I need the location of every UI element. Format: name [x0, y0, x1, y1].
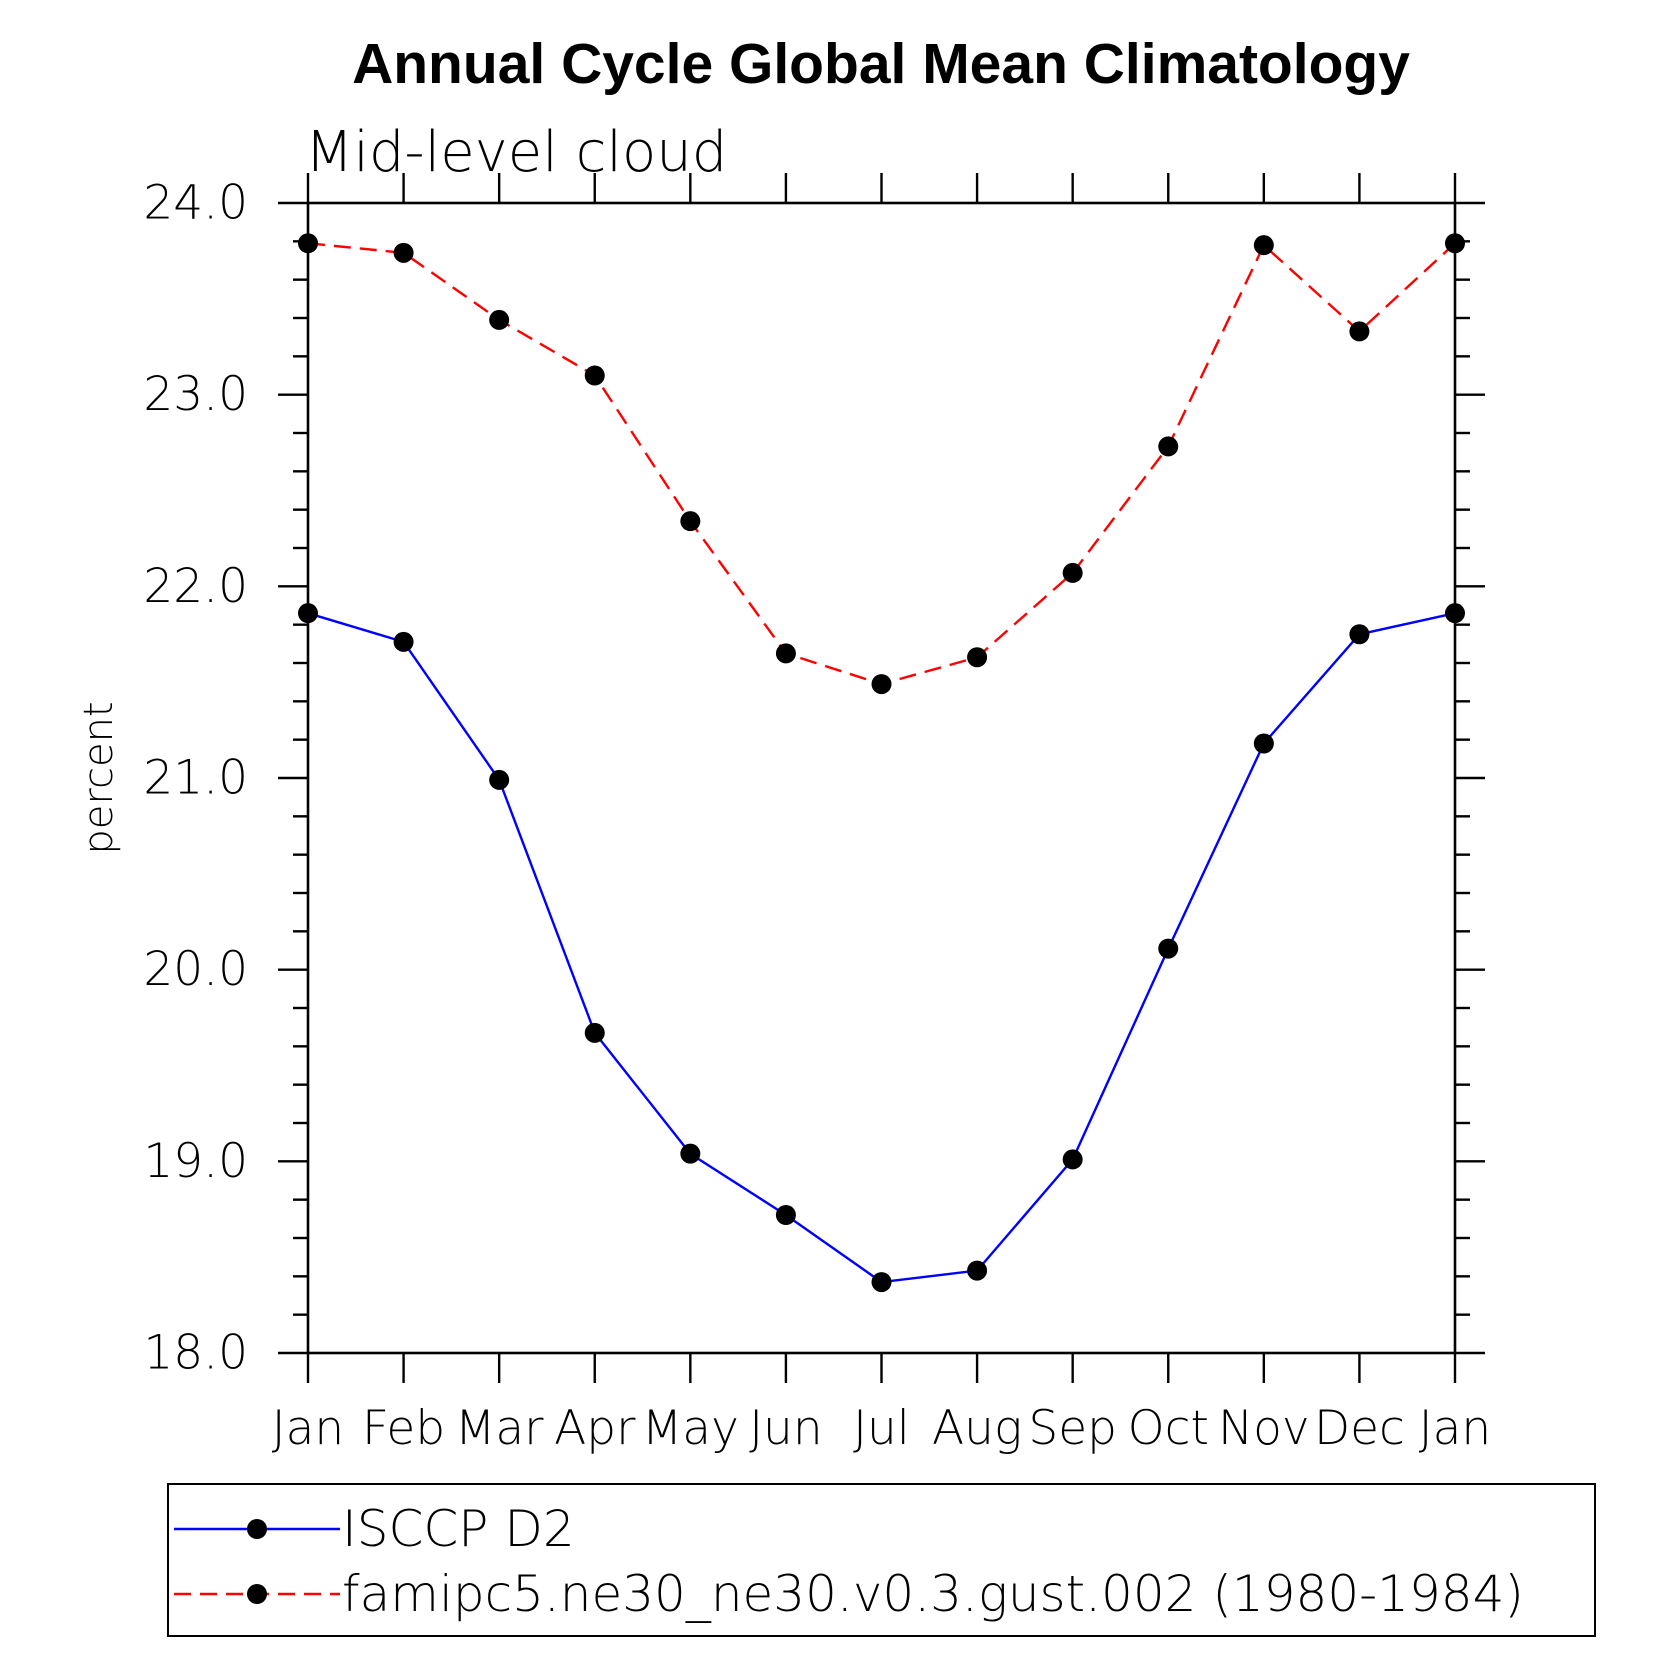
- chart-subtitle: Mid-level cloud: [305, 120, 727, 185]
- data-point-series-1: [1349, 321, 1370, 342]
- chart-title: Annual Cycle Global Mean Climatology: [352, 32, 1410, 96]
- x-tick-label: Feb: [362, 1401, 445, 1456]
- data-point-series-0: [393, 631, 414, 652]
- data-point-series-0: [680, 1143, 701, 1164]
- x-tick-label: Nov: [1218, 1401, 1310, 1456]
- legend-entry-1: famipc5.ne30_ne30.v0.3.gust.002 (1980-19…: [174, 1565, 1524, 1623]
- data-point-series-0: [1062, 1149, 1083, 1170]
- y-tick-label: 19.0: [143, 1134, 248, 1189]
- x-tick-label: May: [642, 1401, 739, 1456]
- x-tick-label: Jul: [853, 1401, 910, 1456]
- y-tick-label: 24.0: [143, 176, 248, 231]
- legend-marker-isccp: [247, 1519, 267, 1539]
- legend-box: [167, 1483, 1596, 1637]
- data-point-series-0: [1158, 938, 1179, 959]
- data-point-series-0: [489, 769, 510, 790]
- axis-tick-labels: Jan Feb Mar Apr May Jun Jul Aug Sep Oct Nov Dec Jan 1…: [143, 176, 1491, 1457]
- x-tick-label: Jan: [1419, 1401, 1491, 1456]
- x-tick-label: Aug: [932, 1401, 1022, 1456]
- data-point-series-1: [775, 643, 796, 664]
- x-tick-label: Dec: [1314, 1401, 1405, 1456]
- legend-entry-0: ISCCP D2: [174, 1500, 575, 1558]
- x-tick-label: Jan: [272, 1401, 344, 1456]
- y-tick-label: 22.0: [143, 559, 248, 614]
- data-point-series-0: [584, 1022, 605, 1043]
- legend-marker-model: [247, 1584, 267, 1604]
- data-point-series-1: [489, 309, 510, 330]
- data-point-series-1: [1062, 562, 1083, 583]
- legend-label-model: famipc5.ne30_ne30.v0.3.gust.002 (1980-19…: [342, 1565, 1524, 1623]
- data-point-series-0: [871, 1272, 892, 1293]
- data-point-series-0: [775, 1205, 796, 1225]
- y-tick-label: 18.0: [143, 1326, 248, 1381]
- y-tick-label: 21.0: [143, 751, 248, 806]
- data-point-series-0: [967, 1260, 988, 1281]
- y-axis-label: percent: [76, 701, 122, 854]
- data-point-series-0: [298, 603, 318, 624]
- y-tick-label: 20.0: [143, 942, 248, 997]
- x-tick-label: Jun: [749, 1401, 822, 1456]
- legend: ISCCP D2 famipc5.ne30_ne30.v0.3.gust.002…: [167, 1483, 1596, 1637]
- data-point-series-1: [680, 511, 701, 532]
- data-point-series-1: [871, 674, 892, 695]
- data-point-series-1: [1253, 235, 1274, 256]
- data-point-series-1: [393, 242, 414, 263]
- x-tick-label: Mar: [455, 1401, 544, 1456]
- data-point-series-1: [1445, 233, 1465, 254]
- data-point-series-1: [298, 233, 318, 254]
- data-point-series-1: [967, 647, 988, 668]
- legend-label-isccp: ISCCP D2: [342, 1500, 575, 1558]
- y-tick-label: 23.0: [143, 367, 248, 422]
- axis-ticks: [278, 173, 1485, 1383]
- x-tick-label: Oct: [1128, 1401, 1209, 1456]
- plot-frame: [306, 201, 1457, 1355]
- x-tick-label: Sep: [1028, 1401, 1117, 1456]
- data-point-series-0: [1253, 733, 1274, 754]
- series-layer: [298, 233, 1465, 1293]
- data-point-series-0: [1445, 603, 1465, 624]
- x-tick-label: Apr: [554, 1401, 636, 1456]
- data-point-series-1: [584, 365, 605, 386]
- data-point-series-0: [1349, 624, 1370, 645]
- data-point-series-1: [1158, 436, 1179, 457]
